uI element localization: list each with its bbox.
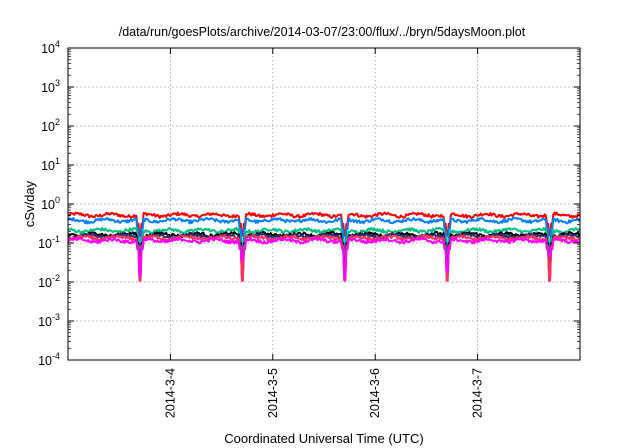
x-tick-label: 2014-3-5 [266, 368, 280, 418]
series-line [67, 232, 581, 278]
y-axis: 10-4 10-3 10-2 10-1 100 101 102 103 104 [38, 39, 580, 368]
y-tick-label: 102 [41, 117, 60, 134]
series-group [67, 211, 581, 282]
y-tick-label: 101 [41, 156, 60, 173]
y-tick-label: 10-1 [38, 234, 60, 251]
x-tick-label: 2014-3-4 [163, 368, 177, 418]
y-tick-label: 10-3 [38, 312, 60, 329]
series-line [67, 234, 581, 282]
y-tick-label: 104 [41, 39, 60, 56]
y-tick-label: 10-2 [38, 273, 60, 290]
x-axis: 2014-3-4 2014-3-5 2014-3-6 2014-3-7 [163, 48, 485, 418]
y-tick-label: 103 [41, 78, 60, 95]
y-axis-label: cSv/day [22, 180, 37, 227]
chart-title: /data/run/goesPlots/archive/2014-03-07/2… [119, 25, 526, 39]
series-line [67, 237, 581, 280]
y-tick-label: 10-4 [38, 351, 60, 368]
x-tick-label: 2014-3-6 [368, 368, 382, 418]
series-line [67, 211, 581, 237]
grid [68, 48, 580, 360]
y-tick-label: 100 [41, 195, 60, 212]
x-axis-label: Coordinated Universal Time (UTC) [224, 431, 423, 446]
series-line [67, 216, 581, 261]
x-tick-label: 2014-3-7 [471, 368, 485, 418]
series-line [67, 226, 581, 268]
